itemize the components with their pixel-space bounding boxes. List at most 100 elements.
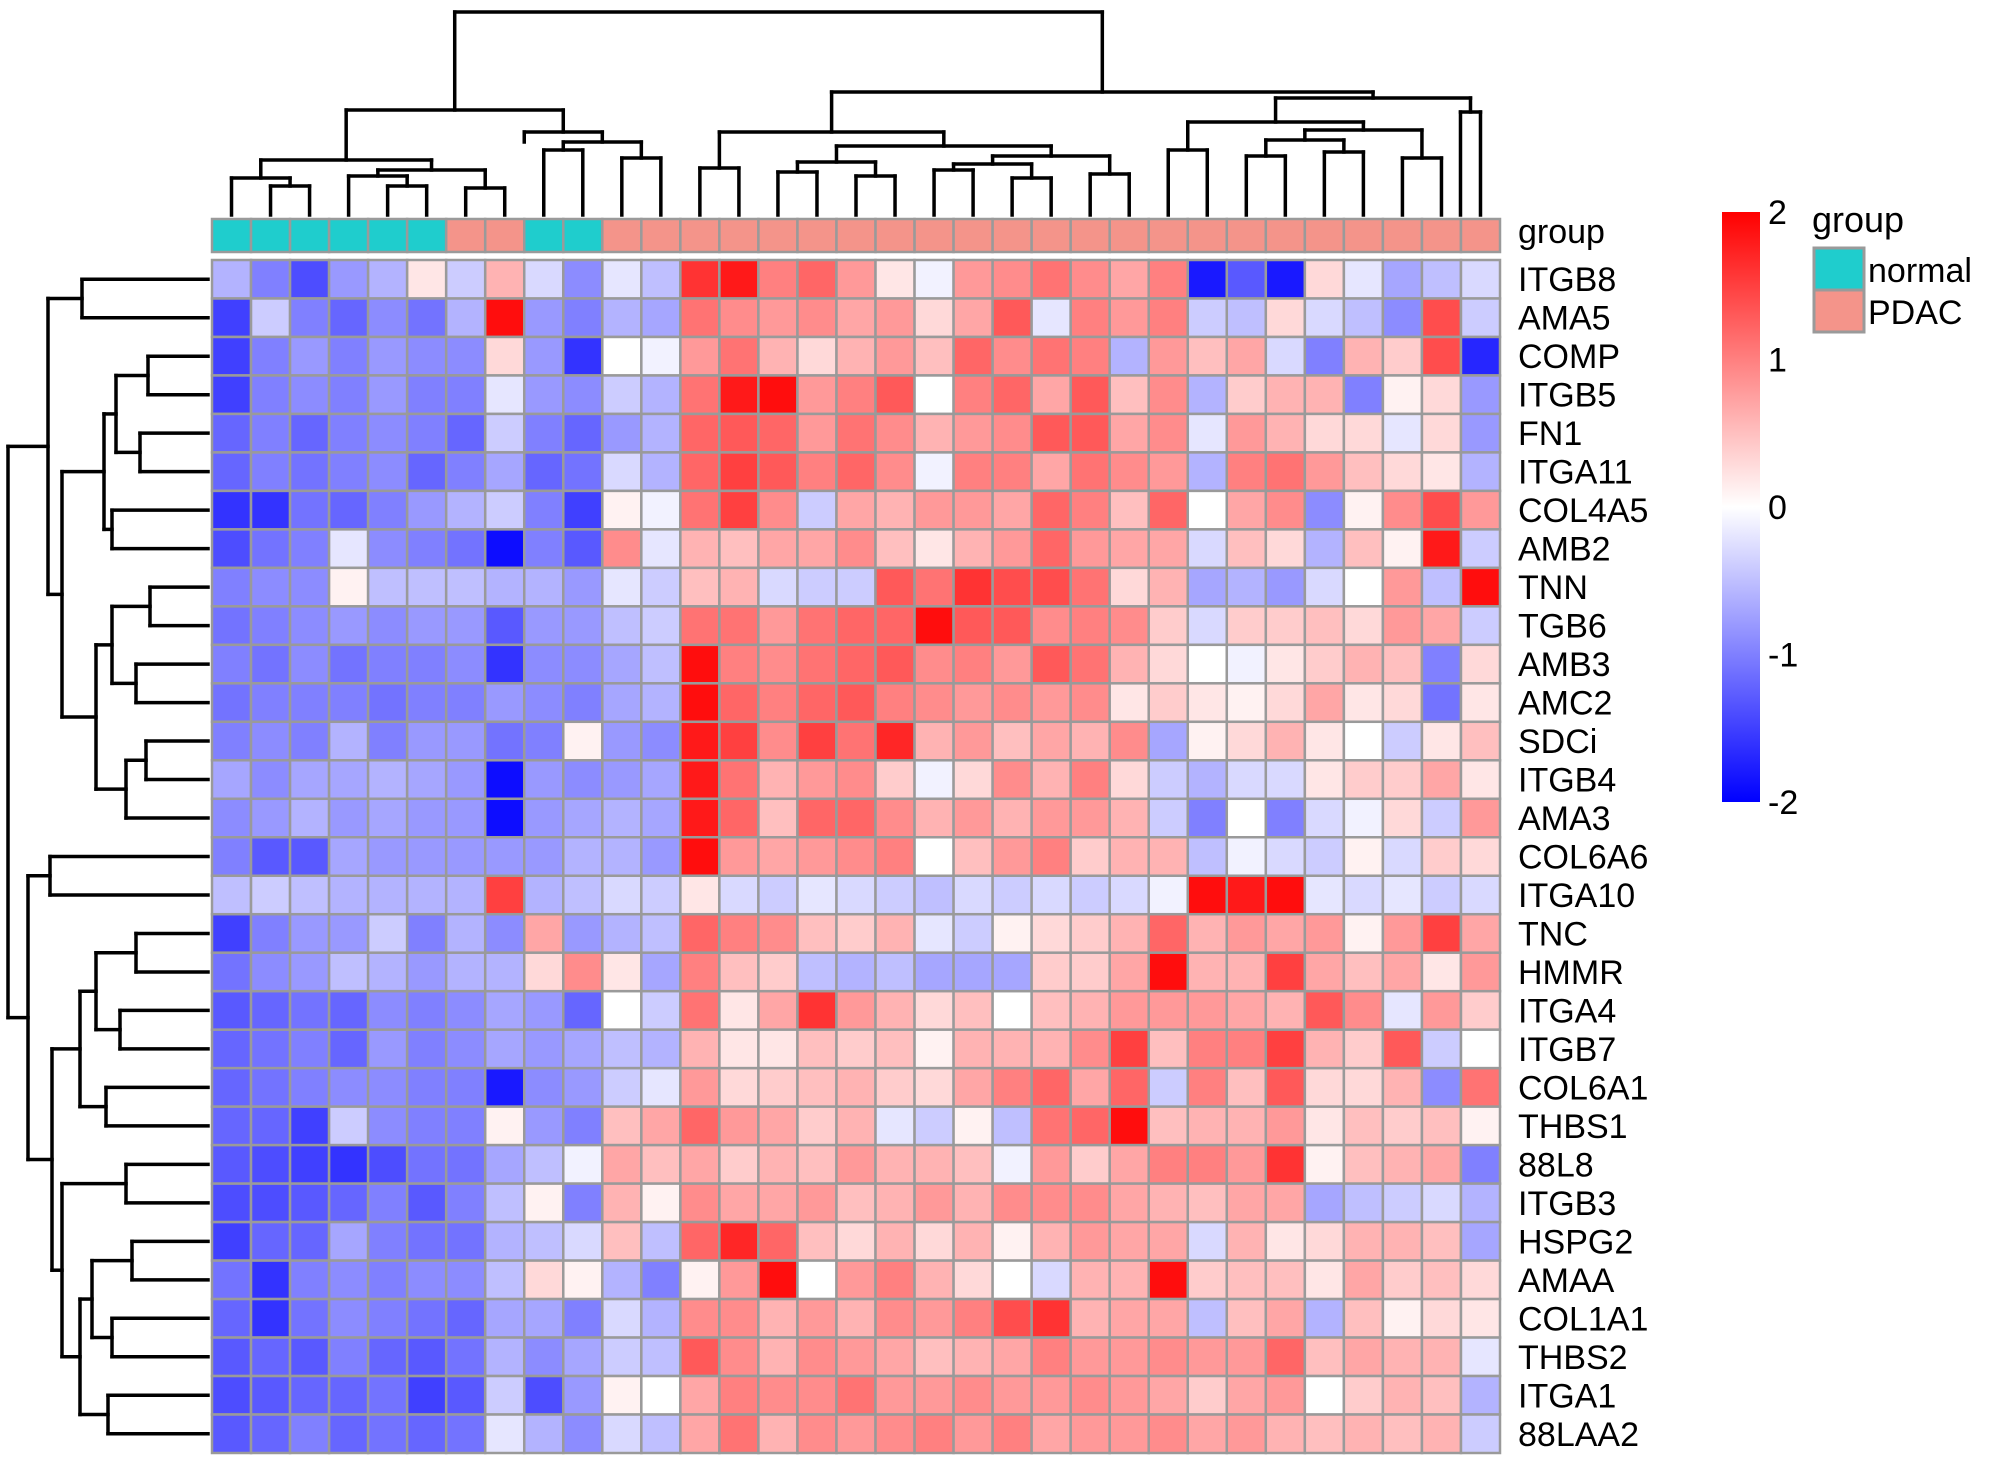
heatmap-cell — [1186, 1028, 1229, 1070]
heatmap-cell — [210, 836, 253, 877]
heatmap-cell — [1069, 1336, 1111, 1378]
heatmap-cell — [483, 335, 526, 377]
heatmap-cell — [679, 643, 721, 685]
heatmap-cell — [1069, 1066, 1111, 1108]
heatmap-cell — [288, 566, 331, 608]
heatmap-cell — [1420, 836, 1463, 877]
heatmap-cell — [1147, 1028, 1190, 1070]
row-label: THBS1 — [1518, 1108, 1628, 1146]
heatmap-cell — [913, 489, 955, 531]
heatmap-cell — [1108, 528, 1150, 570]
annotation-cell — [835, 217, 877, 254]
heatmap-cell — [640, 1374, 682, 1416]
heatmap-cell — [1069, 836, 1111, 877]
heatmap-cell — [952, 412, 994, 454]
heatmap-cell — [1069, 1220, 1111, 1262]
heatmap-cell — [874, 1374, 916, 1416]
heatmap-cell — [1459, 489, 1502, 531]
heatmap-cell — [874, 912, 916, 954]
heatmap-cell — [562, 989, 604, 1031]
heatmap-cell — [1069, 797, 1111, 839]
heatmap-cell — [522, 1028, 565, 1070]
heatmap-cell — [1186, 912, 1229, 954]
heatmap-cell — [562, 720, 604, 762]
heatmap-cell — [1420, 374, 1463, 416]
heatmap-cell — [1381, 1374, 1424, 1416]
heatmap-cell — [874, 1220, 916, 1262]
heatmap-cell — [913, 682, 955, 724]
heatmap-cell — [1108, 297, 1150, 339]
heatmap-cell — [405, 1182, 448, 1224]
heatmap-cell — [1030, 874, 1072, 916]
heatmap-cell — [1459, 682, 1502, 724]
heatmap-cell — [757, 451, 799, 493]
annotation-cell — [483, 217, 526, 254]
heatmap-cell — [601, 759, 643, 801]
heatmap-cell — [1381, 1297, 1424, 1339]
heatmap-cell — [796, 1066, 838, 1108]
heatmap-cell — [327, 566, 370, 608]
heatmap-cell — [1459, 797, 1502, 839]
heatmap-cell — [522, 1297, 565, 1339]
heatmap-cell — [366, 258, 409, 300]
heatmap-cell — [210, 566, 253, 608]
heatmap-cell — [952, 682, 994, 724]
heatmap-cell — [1225, 1336, 1268, 1378]
heatmap-cell — [1342, 412, 1385, 454]
heatmap-cell — [444, 605, 487, 647]
heatmap-cell — [562, 335, 604, 377]
heatmap-cell — [991, 412, 1033, 454]
heatmap-cell — [718, 1028, 760, 1070]
heatmap-cell — [913, 451, 955, 493]
heatmap-cell — [483, 1374, 526, 1416]
heatmap-cell — [601, 1105, 643, 1147]
heatmap-cell — [562, 1297, 604, 1339]
heatmap-cell — [1069, 1143, 1111, 1185]
heatmap-cell — [405, 989, 448, 1031]
heatmap-cell — [405, 797, 448, 839]
heatmap-cell — [210, 412, 253, 454]
heatmap-cell — [679, 412, 721, 454]
heatmap-cell — [991, 335, 1033, 377]
heatmap-cell — [1420, 258, 1463, 300]
heatmap-cell — [1303, 297, 1346, 339]
heatmap-cell — [874, 1259, 916, 1301]
heatmap-cell — [249, 489, 292, 531]
heatmap-cell — [249, 1143, 292, 1185]
heatmap-cell — [874, 874, 916, 916]
heatmap-cell — [757, 1336, 799, 1378]
heatmap-cell — [718, 528, 760, 570]
heatmap-cell — [1264, 836, 1307, 877]
heatmap-cell — [913, 297, 955, 339]
heatmap-cell — [1264, 297, 1307, 339]
heatmap-cell — [1030, 989, 1072, 1031]
heatmap-cell — [796, 1220, 838, 1262]
heatmap-cell — [1264, 412, 1307, 454]
heatmap-cell — [522, 1413, 565, 1455]
annotation-cell — [366, 217, 409, 254]
heatmap-cell — [640, 451, 682, 493]
heatmap-cell — [1030, 528, 1072, 570]
heatmap-cell — [913, 643, 955, 685]
heatmap-cell — [640, 874, 682, 916]
heatmap-cell — [1264, 1220, 1307, 1262]
heatmap-cell — [444, 682, 487, 724]
heatmap-cell — [679, 1220, 721, 1262]
heatmap-cell — [796, 412, 838, 454]
heatmap-cell — [1069, 874, 1111, 916]
heatmap-cell — [1225, 759, 1268, 801]
heatmap-cell — [210, 1413, 253, 1455]
heatmap-cell — [327, 1297, 370, 1339]
heatmap-cell — [679, 335, 721, 377]
heatmap-cell — [522, 643, 565, 685]
heatmap-cell — [288, 1374, 331, 1416]
heatmap-cell — [1069, 451, 1111, 493]
heatmap-cell — [835, 451, 877, 493]
heatmap-cell — [1147, 682, 1190, 724]
heatmap-cell — [288, 759, 331, 801]
heatmap-cell — [718, 374, 760, 416]
colorbar-tick-label: 2 — [1768, 194, 1787, 232]
heatmap-cell — [444, 412, 487, 454]
annotation-cell — [1108, 217, 1150, 254]
heatmap-cell — [1108, 1297, 1150, 1339]
